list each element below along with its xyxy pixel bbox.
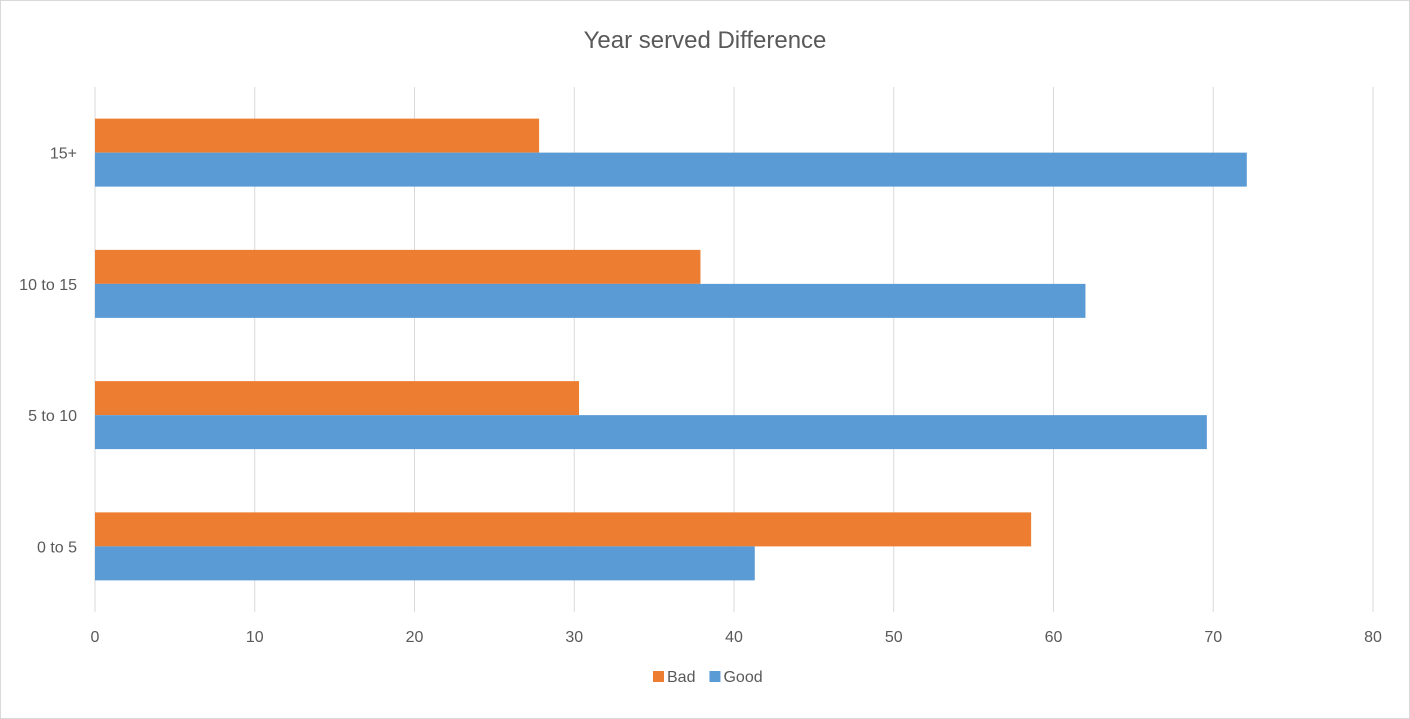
bar-bad-0 (95, 512, 1032, 547)
bar-bad-1 (95, 381, 580, 416)
x-tick-label: 60 (1045, 629, 1063, 646)
bar-bad-2 (95, 249, 701, 284)
y-tick-label: 10 to 15 (19, 277, 77, 294)
bar-good-0 (95, 546, 755, 581)
x-tick-label: 10 (246, 629, 264, 646)
y-tick-label: 15+ (50, 146, 77, 163)
y-tick-label: 0 to 5 (37, 539, 77, 556)
chart-title: Year served Difference (584, 27, 827, 54)
bar-bad-3 (95, 118, 540, 153)
bar-good-3 (95, 152, 1247, 187)
legend-swatch-good (709, 671, 721, 682)
bars (95, 118, 1247, 581)
x-tick-label: 40 (725, 629, 743, 646)
y-tick-label: 5 to 10 (28, 408, 77, 425)
y-tick-labels: 0 to 5 5 to 10 10 to 15 15+ (19, 146, 77, 557)
legend-label-bad: Bad (667, 669, 695, 686)
bar-good-1 (95, 415, 1207, 450)
x-tick-label: 20 (406, 629, 424, 646)
legend-label-good: Good (723, 669, 762, 686)
x-tick-label: 80 (1364, 629, 1382, 646)
legend-swatch-bad (653, 671, 664, 682)
legend: Bad Good (653, 669, 763, 686)
x-tick-label: 0 (91, 629, 100, 646)
x-tick-label: 50 (885, 629, 903, 646)
x-tick-labels: 0 10 20 30 40 50 60 70 80 (91, 629, 1382, 646)
x-tick-label: 70 (1204, 629, 1222, 646)
bar-good-2 (95, 283, 1086, 318)
x-tick-label: 30 (565, 629, 583, 646)
